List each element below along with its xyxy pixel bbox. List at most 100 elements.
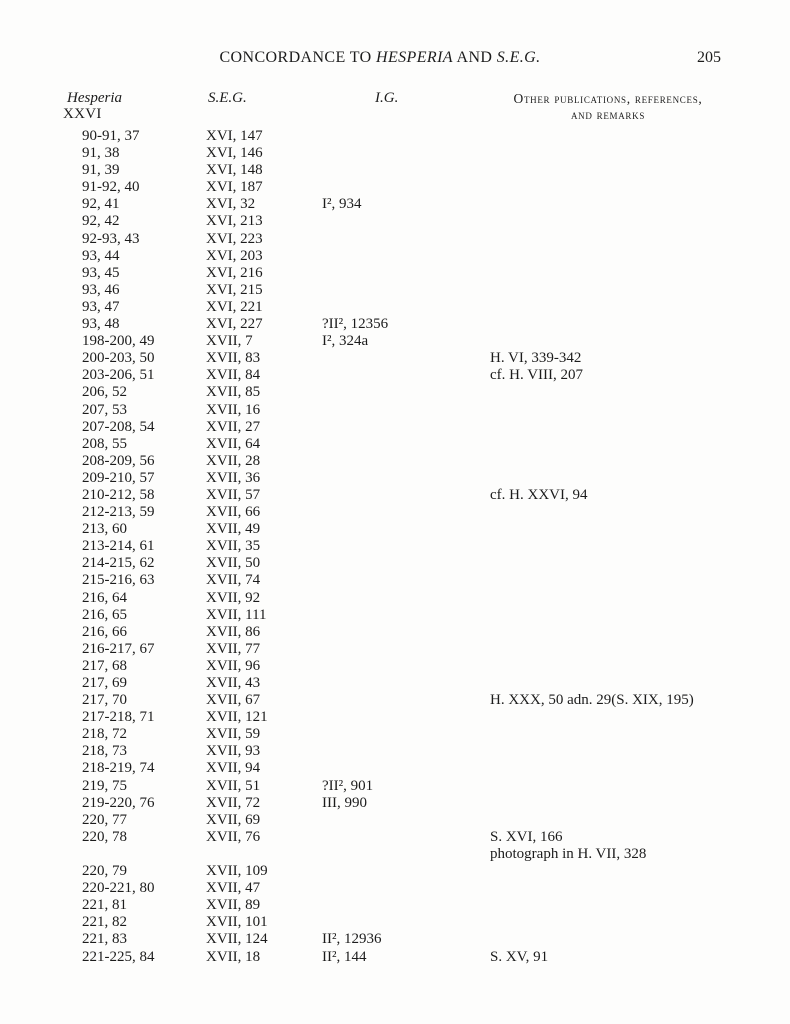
seg-cell: XVII, 28 xyxy=(206,452,261,469)
seg-cell: XVII, 111 xyxy=(206,606,267,623)
seg-cell: XVII, 36 xyxy=(206,469,261,486)
table-row-41: 220, 77 XVII, 69 xyxy=(0,812,790,829)
table-row-30: 216, 66 XVII, 86 xyxy=(0,624,790,641)
seg-cell: XVII, 64 xyxy=(206,435,261,452)
hesperia-cell: 221, 82 xyxy=(82,914,127,931)
remarks-cell: cf. H. VIII, 207 xyxy=(490,367,584,384)
hesperia-cell: 203-206, 51 xyxy=(82,367,155,384)
seg-cell: XVI, 223 xyxy=(206,230,263,247)
seg-cell: XVII, 86 xyxy=(206,623,261,640)
table-row-8: 93, 44 XVI, 203 xyxy=(0,248,790,265)
hesperia-cell: 220, 78 xyxy=(82,828,127,845)
seg-cell: XVI, 147 xyxy=(206,128,263,144)
hesperia-cell: 217-218, 71 xyxy=(82,709,155,726)
seg-cell: XVII, 57 xyxy=(206,486,261,503)
seg-cell: XVII, 84 xyxy=(206,367,261,384)
seg-cell: XVII, 50 xyxy=(206,555,261,572)
table-row-37: 218, 73 XVII, 93 xyxy=(0,743,790,760)
hesperia-cell: 206, 52 xyxy=(82,384,127,401)
table-row-21: 209-210, 57 XVII, 36 xyxy=(0,470,790,487)
hesperia-cell: 208, 55 xyxy=(82,435,127,452)
column-header-volume: XXVI xyxy=(63,106,102,122)
hesperia-cell: 209-210, 57 xyxy=(82,469,155,486)
table-row-11: 93, 47 XVI, 221 xyxy=(0,299,790,316)
hesperia-cell: 220, 77 xyxy=(82,811,127,828)
seg-cell: XVII, 74 xyxy=(206,572,261,589)
table-row-10: 93, 46 XVI, 215 xyxy=(0,282,790,299)
table-row-48: 221-225, 84 XVII, 18 II², 144 S. XV, 91 xyxy=(0,949,790,966)
hesperia-cell: 92, 42 xyxy=(82,213,120,230)
table-row-7: 92-93, 43 XVI, 223 xyxy=(0,231,790,248)
column-header-other: Other publications, references, and rema… xyxy=(487,91,729,123)
table-row-28: 216, 64 XVII, 92 xyxy=(0,590,790,607)
hesperia-cell: 210-212, 58 xyxy=(82,486,155,503)
seg-cell: XVI, 146 xyxy=(206,145,263,162)
hesperia-cell: 216-217, 67 xyxy=(82,640,155,657)
seg-cell: XVII, 124 xyxy=(206,931,268,948)
table-row-27: 215-216, 63 XVII, 74 xyxy=(0,572,790,589)
seg-cell: XVII, 16 xyxy=(206,401,261,418)
column-header-ig: I.G. xyxy=(375,90,399,106)
hesperia-cell: 93, 45 xyxy=(82,264,120,281)
seg-cell: XVI, 148 xyxy=(206,162,263,179)
table-row-39: 219, 75 XVII, 51 ?II², 901 xyxy=(0,778,790,795)
table-row-5: 92, 41 XVI, 32 I², 934 xyxy=(0,196,790,213)
seg-cell: XVII, 35 xyxy=(206,538,261,555)
seg-cell: XVII, 94 xyxy=(206,760,261,777)
table-row-20: 208-209, 56 XVII, 28 xyxy=(0,453,790,470)
seg-cell: XVII, 67 xyxy=(206,692,261,709)
hesperia-cell: 220, 79 xyxy=(82,863,127,880)
column-header-hesperia: Hesperia xyxy=(67,90,122,106)
table-row-38: 218-219, 74 XVII, 94 xyxy=(0,760,790,777)
seg-cell: XVII, 76 xyxy=(206,828,261,845)
hesperia-cell: 221, 83 xyxy=(82,931,127,948)
title-mid: AND xyxy=(452,49,497,66)
hesperia-cell: 216, 64 xyxy=(82,589,127,606)
table-row-26: 214-215, 62 XVII, 50 xyxy=(0,555,790,572)
concordance-table: 90-91, 37 XVI, 147 91, 38 XVI, 146 91, 3… xyxy=(0,128,790,966)
page-number: 205 xyxy=(697,49,721,66)
seg-cell: XVI, 216 xyxy=(206,264,263,281)
title-prefix: CONCORDANCE TO xyxy=(219,49,377,66)
ig-cell: ?II², 12356 xyxy=(322,316,389,333)
column-header-seg: S.E.G. xyxy=(208,90,247,106)
ig-cell: ?II², 901 xyxy=(322,777,374,794)
hesperia-cell: 91-92, 40 xyxy=(82,179,140,196)
seg-cell: XVI, 215 xyxy=(206,281,263,298)
title-hesperia: HESPERIA xyxy=(376,49,453,66)
table-row-40: 219-220, 76 XVII, 72 III, 990 xyxy=(0,795,790,812)
seg-cell: XVII, 77 xyxy=(206,640,261,657)
hesperia-cell: 213, 60 xyxy=(82,521,127,538)
seg-cell: XVII, 7 xyxy=(206,333,253,350)
hesperia-cell: 207-208, 54 xyxy=(82,418,155,435)
hesperia-cell: 219-220, 76 xyxy=(82,794,155,811)
seg-cell: XVII, 18 xyxy=(206,948,261,965)
table-row-12: 93, 48 XVI, 227 ?II², 12356 xyxy=(0,316,790,333)
hesperia-cell: 221, 81 xyxy=(82,897,127,914)
hesperia-cell: 200-203, 50 xyxy=(82,350,155,367)
table-row-16: 206, 52 XVII, 85 xyxy=(0,384,790,401)
hesperia-cell: 221-225, 84 xyxy=(82,948,155,965)
table-row-34: 217, 70 XVII, 67 H. XXX, 50 adn. 29(S. X… xyxy=(0,692,790,709)
seg-cell: XVI, 227 xyxy=(206,316,263,333)
table-row-29: 216, 65 XVII, 111 xyxy=(0,607,790,624)
remarks-second-line: photograph in H. VII, 328 xyxy=(490,845,647,862)
seg-cell: XVII, 72 xyxy=(206,794,261,811)
table-row-47: 221, 83 XVII, 124 II², 12936 xyxy=(0,931,790,948)
remarks-cell: H. VI, 339-342 xyxy=(490,350,582,367)
table-row-9: 93, 45 XVI, 216 xyxy=(0,265,790,282)
table-row-6: 92, 42 XVI, 213 xyxy=(0,213,790,230)
hesperia-cell: 93, 48 xyxy=(82,316,120,333)
table-row-13: 198-200, 49 XVII, 7 I², 324a xyxy=(0,333,790,350)
hesperia-cell: 217, 68 xyxy=(82,657,127,674)
hesperia-cell: 220-221, 80 xyxy=(82,880,155,897)
hesperia-cell: 93, 46 xyxy=(82,281,120,298)
table-row-15: 203-206, 51 XVII, 84 cf. H. VIII, 207 xyxy=(0,367,790,384)
seg-cell: XVI, 32 xyxy=(206,196,256,213)
hesperia-cell: 90-91, 37 xyxy=(82,128,140,144)
seg-cell: XVII, 89 xyxy=(206,897,261,914)
seg-cell: XVII, 83 xyxy=(206,350,261,367)
table-row-36: 218, 72 XVII, 59 xyxy=(0,726,790,743)
seg-cell: XVI, 221 xyxy=(206,298,263,315)
